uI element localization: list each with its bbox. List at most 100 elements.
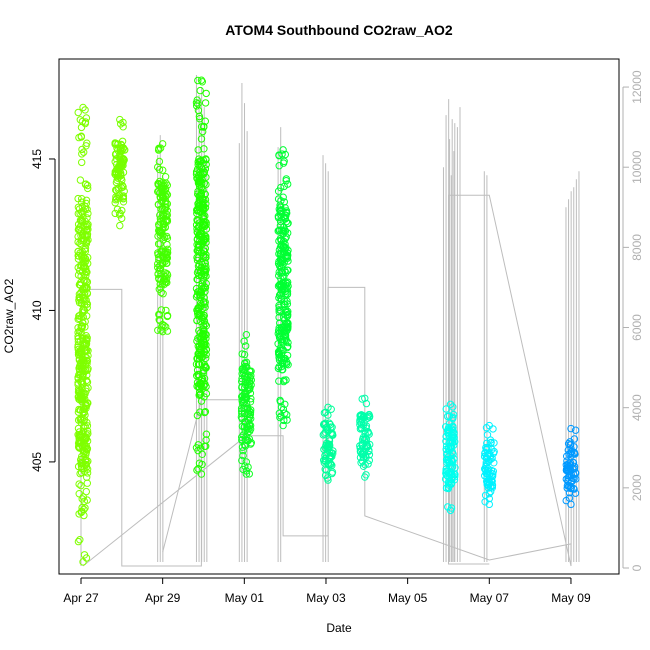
data-point xyxy=(156,231,164,239)
data-point xyxy=(276,261,284,270)
data-point xyxy=(281,287,289,295)
data-point xyxy=(76,281,85,289)
data-point xyxy=(242,470,251,478)
data-point xyxy=(194,76,202,85)
data-point xyxy=(279,213,288,222)
data-point xyxy=(78,150,86,158)
data-point xyxy=(154,163,162,171)
data-point xyxy=(74,324,82,332)
data-point xyxy=(488,482,496,490)
data-point xyxy=(567,500,575,509)
data-point xyxy=(112,168,120,176)
y2-tick-label: 10000 xyxy=(630,150,644,184)
data-point xyxy=(78,218,87,226)
data-point xyxy=(155,311,164,319)
data-point xyxy=(163,181,172,189)
data-point xyxy=(240,350,249,359)
x-tick-label: Apr 27 xyxy=(63,591,99,605)
data-point xyxy=(196,86,204,95)
x-tick-label: May 03 xyxy=(306,591,346,605)
data-point xyxy=(357,411,365,419)
data-point xyxy=(193,102,201,110)
data-point xyxy=(279,159,288,167)
data-point xyxy=(157,284,165,292)
data-point xyxy=(74,379,82,387)
data-point xyxy=(445,447,453,455)
data-point xyxy=(570,474,578,483)
data-point xyxy=(82,340,91,349)
data-point xyxy=(75,351,83,359)
data-point xyxy=(118,214,126,223)
y2-tick-label: 2000 xyxy=(630,474,644,501)
data-point xyxy=(198,195,207,203)
data-point xyxy=(243,404,252,413)
x-tick-label: May 09 xyxy=(551,591,591,605)
data-point xyxy=(238,369,246,378)
data-point xyxy=(275,377,283,385)
data-point xyxy=(361,394,369,402)
data-point xyxy=(76,239,84,248)
data-point xyxy=(154,249,162,257)
data-point xyxy=(482,445,491,453)
data-point xyxy=(481,491,490,499)
data-point xyxy=(82,268,90,276)
data-point xyxy=(161,250,169,258)
data-point xyxy=(568,451,576,459)
data-point xyxy=(193,256,202,265)
data-point xyxy=(444,484,453,493)
data-point xyxy=(485,500,493,509)
data-point xyxy=(274,195,283,203)
data-point xyxy=(77,431,85,440)
data-point xyxy=(445,431,453,440)
data-point xyxy=(280,223,288,231)
y2-tick-label: 4000 xyxy=(630,394,644,421)
data-point xyxy=(154,270,162,278)
data-points xyxy=(74,76,580,566)
data-point xyxy=(163,271,172,279)
data-point xyxy=(200,145,208,153)
data-point xyxy=(275,294,283,302)
data-point xyxy=(75,480,83,488)
data-point xyxy=(276,398,285,406)
data-point xyxy=(201,99,210,107)
data-point xyxy=(321,419,330,427)
data-point xyxy=(449,413,457,421)
data-point xyxy=(78,330,86,339)
data-point xyxy=(279,405,288,414)
data-point xyxy=(113,205,122,214)
data-point xyxy=(275,356,284,364)
data-point xyxy=(77,396,85,404)
y-tick-label: 415 xyxy=(30,149,44,169)
data-point xyxy=(328,452,336,461)
data-point xyxy=(320,430,328,438)
data-point xyxy=(77,462,86,471)
data-point xyxy=(155,226,163,235)
data-point xyxy=(74,271,83,279)
data-point xyxy=(111,150,120,159)
data-point xyxy=(76,216,85,225)
chart-title: ATOM4 Southbound CO2raw_AO2 xyxy=(225,22,453,38)
data-point xyxy=(75,490,83,498)
data-point xyxy=(83,366,92,374)
data-point xyxy=(446,438,455,447)
data-point xyxy=(78,319,87,327)
data-point xyxy=(324,403,332,412)
data-point xyxy=(279,278,287,286)
data-point xyxy=(448,431,456,440)
data-point xyxy=(239,451,247,460)
data-point xyxy=(283,343,291,352)
data-point xyxy=(193,209,201,218)
data-point xyxy=(199,298,208,306)
data-point xyxy=(78,377,86,385)
data-point xyxy=(363,442,372,451)
data-point xyxy=(200,311,208,319)
data-point xyxy=(161,223,170,232)
data-point xyxy=(81,254,89,262)
data-point xyxy=(328,468,337,476)
data-point xyxy=(197,263,206,271)
data-point xyxy=(74,220,83,229)
data-point xyxy=(362,424,370,432)
data-point xyxy=(356,453,365,462)
data-point xyxy=(282,376,290,384)
data-point xyxy=(360,419,368,427)
